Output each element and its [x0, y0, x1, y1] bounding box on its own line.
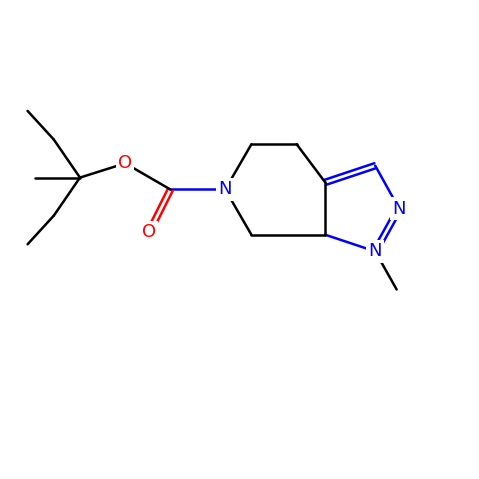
Text: O: O — [118, 154, 132, 172]
Text: N: N — [368, 242, 382, 261]
Text: O: O — [142, 223, 156, 241]
Text: N: N — [392, 200, 406, 217]
Text: N: N — [218, 181, 232, 198]
